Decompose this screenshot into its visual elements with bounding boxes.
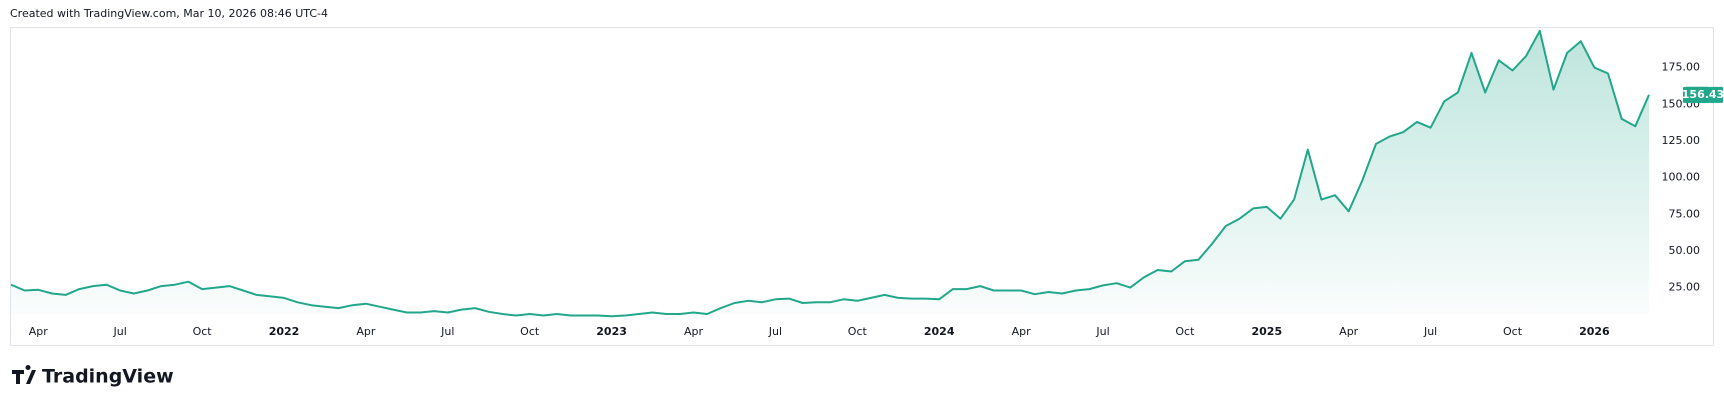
y-tick-label: 75.00 bbox=[1669, 207, 1701, 220]
x-tick-label: Oct bbox=[1175, 325, 1195, 338]
x-tick-label: 2022 bbox=[269, 325, 300, 338]
y-tick-label: 175.00 bbox=[1662, 61, 1701, 74]
x-tick-label: Jul bbox=[113, 325, 127, 338]
x-tick-label: Jul bbox=[440, 325, 454, 338]
x-tick-label: 2024 bbox=[924, 325, 955, 338]
x-tick-label: 2025 bbox=[1251, 325, 1282, 338]
x-tick-label: Jul bbox=[1095, 325, 1109, 338]
last-price-label: 156.43 bbox=[1682, 88, 1724, 101]
logo: TradingView bbox=[12, 365, 174, 388]
x-tick-label: Apr bbox=[684, 325, 704, 338]
x-tick-label: Jul bbox=[768, 325, 782, 338]
x-tick-label: Apr bbox=[1012, 325, 1032, 338]
x-tick-label: 2026 bbox=[1579, 325, 1610, 338]
price-line bbox=[10, 29, 1650, 318]
header-text: Created with TradingView.com, Mar 10, 20… bbox=[10, 7, 328, 20]
x-tick-label: Apr bbox=[356, 325, 376, 338]
y-tick-label: 100.00 bbox=[1662, 171, 1701, 184]
y-tick-label: 125.00 bbox=[1662, 134, 1701, 147]
x-tick-label: Apr bbox=[29, 325, 49, 338]
x-tick-label: Oct bbox=[848, 325, 868, 338]
x-tick-label: Oct bbox=[520, 325, 540, 338]
y-tick-label: 25.00 bbox=[1669, 281, 1701, 294]
last-price-tag-bg bbox=[1683, 86, 1723, 103]
y-tick-label: 50.00 bbox=[1669, 244, 1701, 257]
area-fill bbox=[11, 30, 1649, 317]
chart-frame bbox=[10, 27, 1714, 346]
x-tick-label: Jul bbox=[1423, 325, 1437, 338]
x-tick-label: Oct bbox=[1503, 325, 1523, 338]
brand: TradingView bbox=[42, 366, 174, 388]
x-tick-label: 2023 bbox=[596, 325, 627, 338]
x-tick-label: Oct bbox=[193, 325, 213, 338]
x-tick-label: Apr bbox=[1339, 325, 1359, 338]
